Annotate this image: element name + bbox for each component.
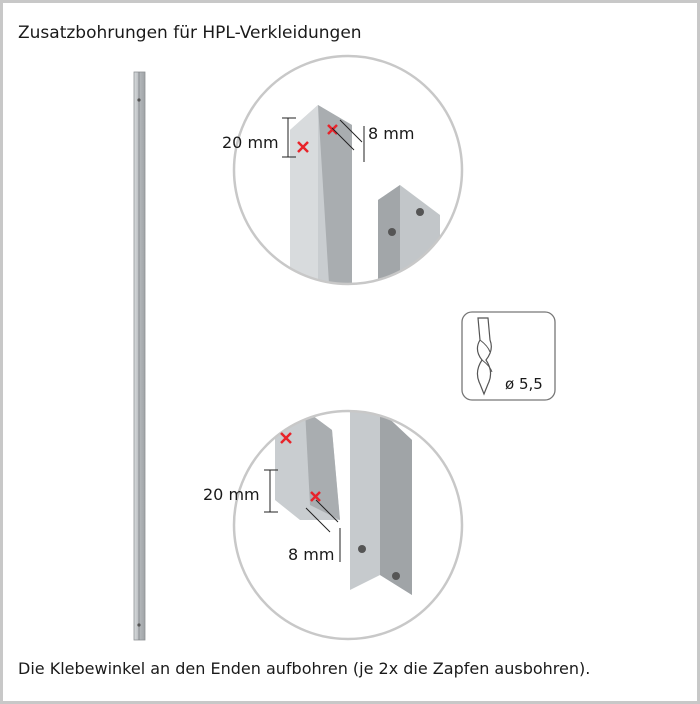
title: Zusatzbohrungen für HPL-Verkleidungen bbox=[18, 23, 362, 43]
dimension-label: 20 mm bbox=[203, 485, 260, 504]
dimension-label: 20 mm bbox=[222, 133, 279, 152]
caption: Die Klebewinkel an den Enden aufbohren (… bbox=[18, 659, 590, 678]
dimension-label: 8 mm bbox=[368, 124, 414, 143]
diagram: Zusatzbohrungen für HPL-Verkleidungen 20… bbox=[0, 0, 700, 704]
rail bbox=[134, 72, 145, 640]
drill-icon: ø 5,5 bbox=[462, 312, 555, 400]
dimension-label: 8 mm bbox=[288, 545, 334, 564]
page: Zusatzbohrungen für HPL-Verkleidungen 20… bbox=[0, 0, 700, 704]
drill-label: ø 5,5 bbox=[505, 375, 543, 393]
